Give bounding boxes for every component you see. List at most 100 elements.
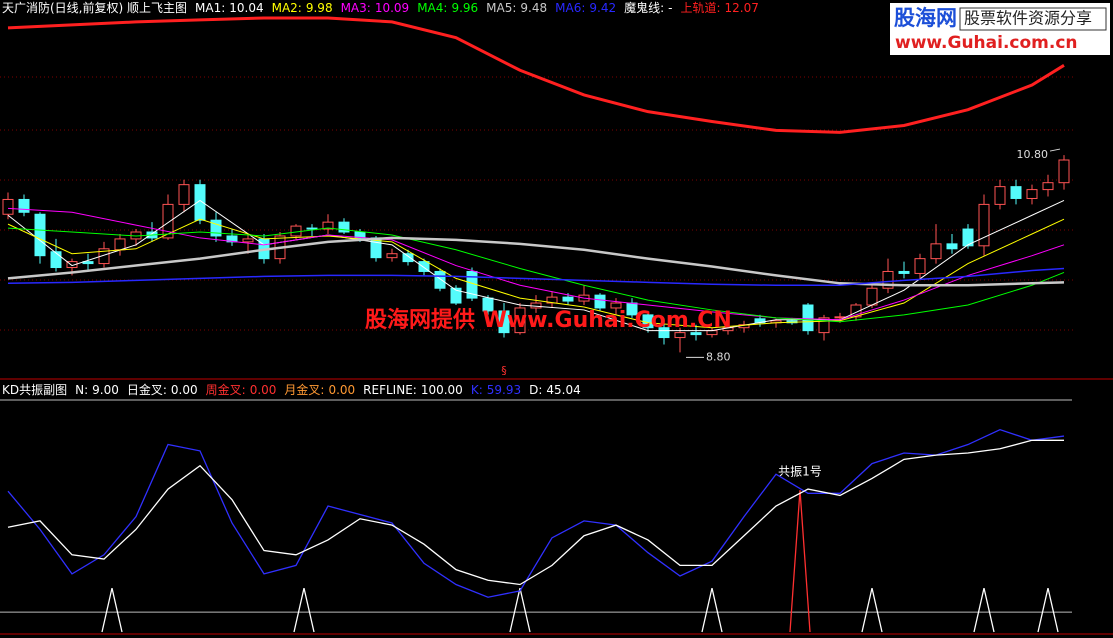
candle-body xyxy=(946,243,958,250)
candle-body xyxy=(242,238,254,243)
legend-name: D: xyxy=(529,383,542,397)
legend-readout: 9.00 xyxy=(92,383,119,397)
candle-body xyxy=(898,270,910,274)
candle-body xyxy=(690,332,702,336)
series-line xyxy=(7,428,1065,598)
candle-body xyxy=(322,221,334,230)
signal-triangle xyxy=(1037,587,1059,633)
watermark: 股海网提供 Www.Guhai.Com.CN xyxy=(365,307,732,333)
candle-body xyxy=(66,261,78,269)
candle-body xyxy=(434,270,446,289)
legend-readout: 9.42 xyxy=(589,1,616,15)
legend-name: 日金叉: xyxy=(127,382,167,397)
signal-triangle xyxy=(101,587,123,633)
candle-body xyxy=(290,225,302,237)
candle-body xyxy=(1010,186,1022,199)
candle-body xyxy=(450,287,462,304)
panel-title: KD共振副图 xyxy=(2,383,67,397)
candle-body xyxy=(162,203,174,239)
legend-readout: 59.93 xyxy=(487,383,521,397)
candle-body xyxy=(594,294,606,309)
candle-body xyxy=(930,243,942,260)
signal-annotation: 共振1号 xyxy=(778,465,822,479)
series-line xyxy=(7,236,1065,287)
logo-url: www.Guhai.com.cn xyxy=(895,33,1078,53)
signal-triangle xyxy=(973,587,995,633)
legend-name: N: xyxy=(75,383,88,397)
legend-readout: 10.04 xyxy=(229,1,263,15)
legend-readout: 0.00 xyxy=(328,383,355,397)
panel-title: 天广消防(日线,前复权) 顺上飞主图 xyxy=(2,0,187,15)
legend-name: MA1: xyxy=(195,1,225,15)
candle-body xyxy=(306,227,318,230)
candle-body xyxy=(114,238,126,251)
series-line xyxy=(7,199,1065,332)
candle-body xyxy=(498,310,510,334)
candle-body xyxy=(674,332,686,339)
logo-box xyxy=(959,7,1107,31)
legend-name: 月金叉: xyxy=(284,382,324,397)
series-line xyxy=(7,439,1064,586)
legend-readout: 0.00 xyxy=(171,383,198,397)
candle-body xyxy=(818,317,830,334)
legend-name: 上轨道: xyxy=(680,1,720,15)
legend-name: MA6: xyxy=(555,1,585,15)
candle-body xyxy=(178,184,190,205)
legend-name: REFLINE: xyxy=(363,383,417,397)
legend-name: 魔鬼线: xyxy=(624,0,664,15)
panel-header: KD共振副图 N: 9.00 日金叉: 0.00 周金叉: 0.00 月金叉: 0.00 REFL… xyxy=(2,382,581,397)
legend-readout: 9.98 xyxy=(306,1,333,15)
logo: 股海网 股票软件资源分享 www.Guhai.com.cn xyxy=(890,3,1110,55)
signal-triangle xyxy=(509,587,531,633)
candle-body xyxy=(194,184,206,221)
signal-triangle xyxy=(861,587,883,633)
candle-body xyxy=(882,270,894,289)
legend-name: K: xyxy=(471,383,483,397)
legend-readout: 12.07 xyxy=(725,1,759,15)
legend-readout: 10.09 xyxy=(375,1,409,15)
series-line xyxy=(7,267,1065,287)
logo-background xyxy=(890,3,1110,55)
candle-body xyxy=(1042,182,1054,191)
legend-readout: 100.00 xyxy=(421,383,463,397)
candle-body xyxy=(210,219,222,237)
candle-body xyxy=(402,253,414,263)
legend-readout: 9.96 xyxy=(451,1,478,15)
candle-body xyxy=(514,307,526,334)
signal-triangle xyxy=(701,587,723,633)
candle-body xyxy=(962,228,974,247)
legend-readout: 9.48 xyxy=(520,1,547,15)
legend-name: 周金叉: xyxy=(206,382,246,397)
price-annotation: 10.80 xyxy=(1017,148,1049,161)
series-line xyxy=(7,207,1065,321)
candle-body xyxy=(2,198,14,215)
candle-body xyxy=(1058,159,1070,184)
candle-body xyxy=(50,251,62,269)
candle-body xyxy=(98,248,110,265)
legend-name: MA4: xyxy=(417,1,447,15)
legend-readout: - xyxy=(668,1,672,15)
candle-body xyxy=(34,213,46,257)
signal-triangle xyxy=(293,587,315,633)
candle-body xyxy=(914,258,926,274)
candle-body xyxy=(1026,189,1038,199)
legend-readout: 45.04 xyxy=(546,383,580,397)
series-line xyxy=(7,16,1065,134)
candle-body xyxy=(338,221,350,233)
marker: § xyxy=(501,364,507,377)
candle-body xyxy=(978,203,990,247)
series-line xyxy=(7,227,1065,323)
legend-name: MA5: xyxy=(486,1,516,15)
panel-header: 天广消防(日线,前复权) 顺上飞主图 MA1: 10.04 MA2: 9.98 MA3: 1… xyxy=(2,0,759,15)
candle-body xyxy=(610,302,622,309)
candle-body xyxy=(82,261,94,265)
candle-body xyxy=(562,296,574,302)
annotation-arrow xyxy=(1049,148,1061,152)
legend-name: MA2: xyxy=(272,1,302,15)
candle-body xyxy=(658,327,670,339)
legend-readout: 0.00 xyxy=(250,383,277,397)
candle-body xyxy=(386,253,398,259)
logo-brand: 股海网 xyxy=(894,6,957,30)
legend-name: MA3: xyxy=(341,1,371,15)
